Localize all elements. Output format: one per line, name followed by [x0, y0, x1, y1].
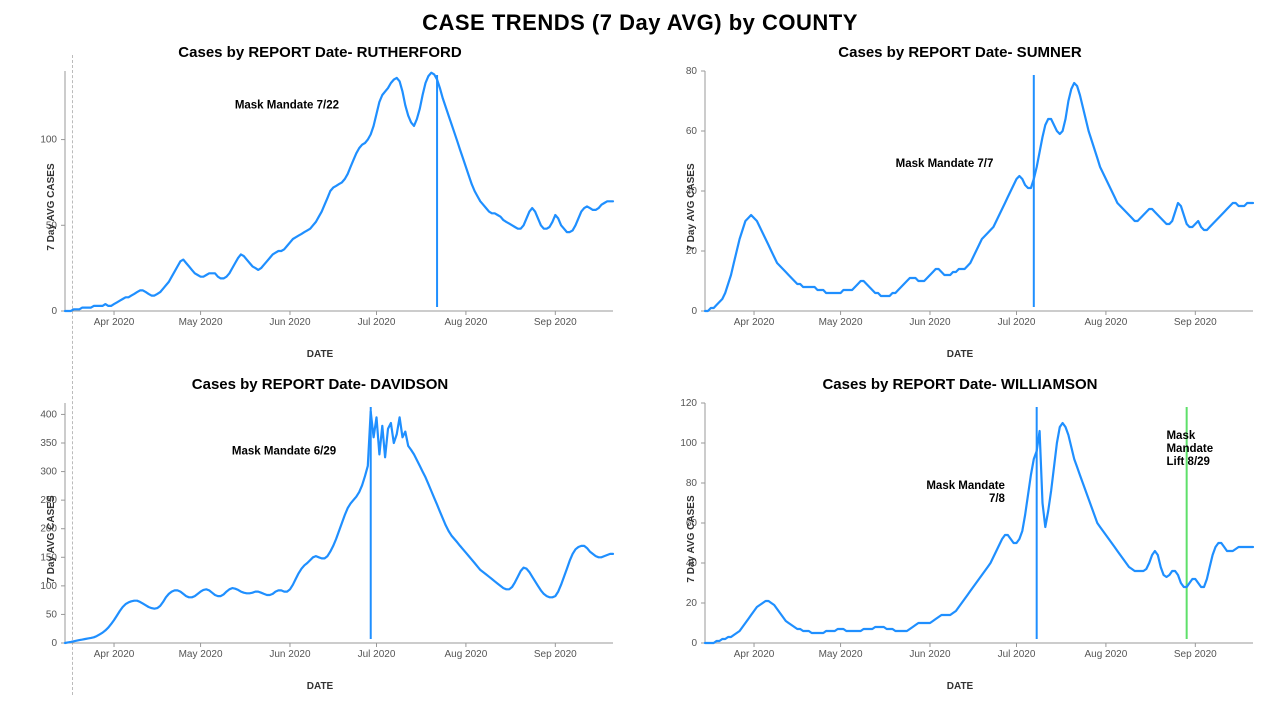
y-axis-label: 7 Day AVG CASES: [46, 495, 57, 582]
chart-wrap: 7 Day AVG CASES 050100Apr 2020May 2020Ju…: [10, 63, 630, 351]
svg-text:Sep 2020: Sep 2020: [534, 317, 577, 328]
svg-text:0: 0: [51, 638, 57, 649]
panel-title: Cases by REPORT Date- SUMNER: [650, 44, 1270, 61]
svg-text:Aug 2020: Aug 2020: [444, 317, 487, 328]
svg-text:Jun 2020: Jun 2020: [269, 317, 311, 328]
svg-text:20: 20: [686, 598, 698, 609]
panel-sumner: Cases by REPORT Date- SUMNER 7 Day AVG C…: [650, 42, 1270, 370]
svg-text:Lift 8/29: Lift 8/29: [1166, 456, 1209, 468]
svg-text:Sep 2020: Sep 2020: [1174, 317, 1217, 328]
svg-text:Sep 2020: Sep 2020: [534, 649, 577, 660]
svg-text:0: 0: [691, 306, 697, 317]
panel-davidson: Cases by REPORT Date- DAVIDSON 7 Day AVG…: [10, 374, 630, 702]
svg-text:Sep 2020: Sep 2020: [1174, 649, 1217, 660]
line-chart: 020406080Apr 2020May 2020Jun 2020Jul 202…: [650, 63, 1265, 333]
chart-wrap: 7 Day AVG CASES 020406080Apr 2020May 202…: [650, 63, 1270, 351]
svg-text:Mask: Mask: [1166, 430, 1195, 442]
svg-text:350: 350: [40, 438, 57, 449]
svg-text:May 2020: May 2020: [179, 649, 223, 660]
svg-text:May 2020: May 2020: [179, 317, 223, 328]
panel-title: Cases by REPORT Date- RUTHERFORD: [10, 44, 630, 61]
svg-text:100: 100: [680, 438, 697, 449]
svg-text:50: 50: [46, 609, 58, 620]
svg-text:Mandate: Mandate: [1166, 443, 1213, 455]
svg-text:60: 60: [686, 126, 698, 137]
chart-grid: Cases by REPORT Date- RUTHERFORD 7 Day A…: [10, 42, 1270, 702]
y-axis-label: 7 Day AVG CASES: [686, 495, 697, 582]
svg-text:100: 100: [40, 135, 57, 146]
svg-text:Jul 2020: Jul 2020: [358, 317, 396, 328]
svg-text:Jul 2020: Jul 2020: [358, 649, 396, 660]
chart-wrap: 7 Day AVG CASES 050100150200250300350400…: [10, 395, 630, 683]
svg-text:120: 120: [680, 398, 697, 409]
svg-text:80: 80: [686, 478, 698, 489]
svg-text:400: 400: [40, 409, 57, 420]
svg-text:Apr 2020: Apr 2020: [734, 317, 775, 328]
y-axis-label: 7 Day AVG CASES: [46, 163, 57, 250]
svg-text:Jun 2020: Jun 2020: [909, 649, 951, 660]
y-axis-label: 7 Day AVG CASES: [686, 163, 697, 250]
svg-text:Aug 2020: Aug 2020: [444, 649, 487, 660]
svg-text:Jul 2020: Jul 2020: [998, 649, 1036, 660]
svg-text:Mask Mandate 7/7: Mask Mandate 7/7: [896, 158, 994, 170]
svg-text:Apr 2020: Apr 2020: [94, 649, 135, 660]
svg-text:7/8: 7/8: [989, 493, 1006, 505]
line-chart: 050100Apr 2020May 2020Jun 2020Jul 2020Au…: [10, 63, 625, 333]
svg-text:Apr 2020: Apr 2020: [734, 649, 775, 660]
svg-text:Aug 2020: Aug 2020: [1084, 649, 1127, 660]
svg-text:Mask Mandate: Mask Mandate: [926, 480, 1005, 492]
panel-williamson: Cases by REPORT Date- WILLIAMSON 7 Day A…: [650, 374, 1270, 702]
page-title: CASE TRENDS (7 Day AVG) by COUNTY: [0, 10, 1280, 36]
panel-title: Cases by REPORT Date- WILLIAMSON: [650, 376, 1270, 393]
panel-rutherford: Cases by REPORT Date- RUTHERFORD 7 Day A…: [10, 42, 630, 370]
svg-text:May 2020: May 2020: [819, 317, 863, 328]
svg-text:0: 0: [691, 638, 697, 649]
svg-text:0: 0: [51, 306, 57, 317]
svg-text:Jun 2020: Jun 2020: [269, 649, 311, 660]
svg-text:300: 300: [40, 467, 57, 478]
line-chart: 050100150200250300350400Apr 2020May 2020…: [10, 395, 625, 665]
svg-text:Mask Mandate 6/29: Mask Mandate 6/29: [232, 445, 336, 457]
svg-text:Apr 2020: Apr 2020: [94, 317, 135, 328]
svg-text:Jul 2020: Jul 2020: [998, 317, 1036, 328]
panel-title: Cases by REPORT Date- DAVIDSON: [10, 376, 630, 393]
svg-text:May 2020: May 2020: [819, 649, 863, 660]
svg-text:80: 80: [686, 66, 698, 77]
svg-text:Aug 2020: Aug 2020: [1084, 317, 1127, 328]
chart-wrap: 7 Day AVG CASES 020406080100120Apr 2020M…: [650, 395, 1270, 683]
svg-text:Mask Mandate 7/22: Mask Mandate 7/22: [235, 100, 339, 112]
line-chart: 020406080100120Apr 2020May 2020Jun 2020J…: [650, 395, 1265, 665]
svg-text:Jun 2020: Jun 2020: [909, 317, 951, 328]
